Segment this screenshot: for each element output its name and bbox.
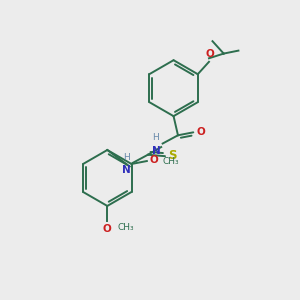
Text: H: H: [123, 153, 130, 162]
Text: N: N: [152, 146, 160, 156]
Text: N: N: [122, 165, 131, 175]
Text: CH₃: CH₃: [162, 157, 179, 166]
Text: S: S: [169, 149, 177, 162]
Text: H: H: [152, 133, 159, 142]
Text: O: O: [196, 127, 205, 137]
Text: O: O: [205, 50, 214, 59]
Text: O: O: [102, 224, 111, 234]
Text: CH₃: CH₃: [118, 223, 134, 232]
Text: O: O: [149, 155, 158, 166]
